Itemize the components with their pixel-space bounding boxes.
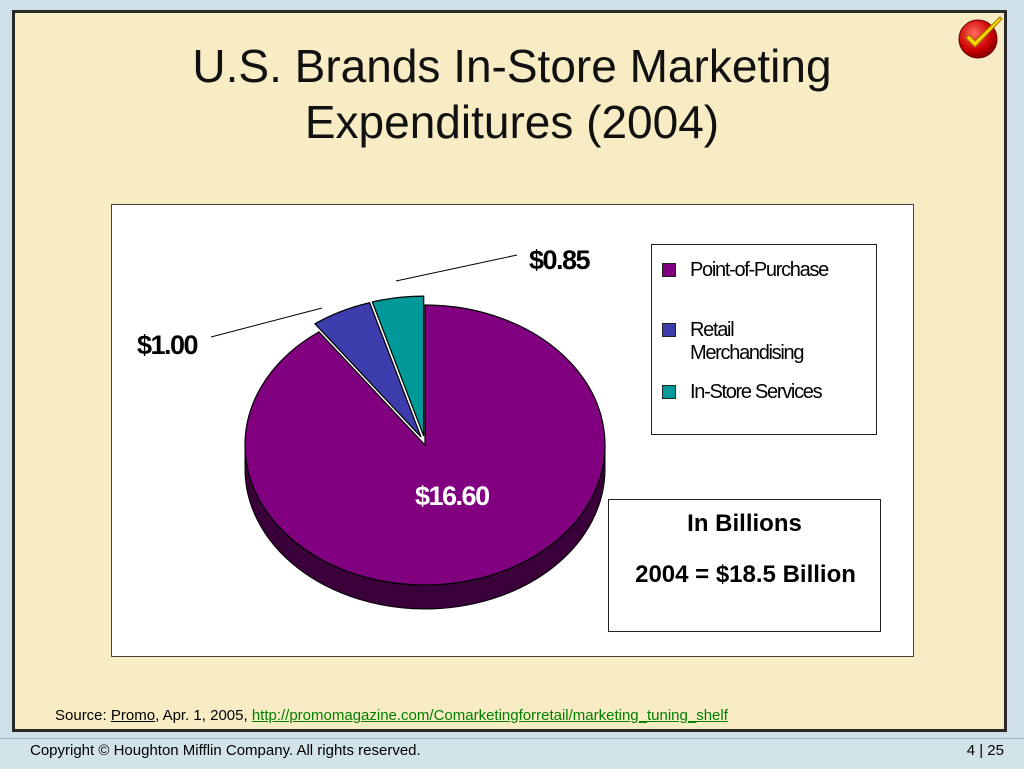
leader-line-in-store [395,254,518,282]
legend-label: In-Store Services [690,381,823,403]
pie-chart [210,254,606,610]
chart-legend: Point-of-Purchase Retail Merchandising I… [651,244,877,435]
page-number: 4 | 25 [966,742,1004,759]
legend-label: Point-of-Purchase [690,259,829,281]
legend-swatch-blue [662,323,676,337]
pie-slice-point-of-purchase [244,304,606,586]
data-label-point-of-purchase: $16.60 [415,481,490,511]
source-citation: Source: Promo, Apr. 1, 2005, http://prom… [55,707,728,724]
copyright-text: Copyright © Houghton Mifflin Company. Al… [30,742,421,759]
pie-slice-in-store-services [371,295,425,437]
data-label-in-store-services: $0.85 [529,245,591,275]
footer-bar: Copyright © Houghton Mifflin Company. Al… [0,738,1024,769]
legend-label-line2: Merchandising [690,342,804,364]
pie-slice-retail-merchandising [313,302,422,438]
units-note-box: In Billions 2004 = $18.5 Billion [608,499,881,632]
legend-label-line1: Retail [690,319,735,341]
slide-title: U.S. Brands In-Store Marketing Expenditu… [0,38,1024,150]
legend-label: Retail Merchandising [690,319,880,365]
legend-swatch-purple [662,263,676,277]
source-link[interactable]: http://promomagazine.com/Comarketingforr… [251,707,728,724]
source-prefix: Source: [55,707,111,724]
data-label-retail-merchandising: $1.00 [137,330,199,360]
source-date: , Apr. 1, 2005, [155,707,252,724]
title-line-1: U.S. Brands In-Store Marketing [192,40,832,92]
units-note-title: In Billions [687,510,802,537]
leader-line-retail [210,307,323,338]
legend-swatch-teal [662,385,676,399]
checkmark-icon [958,16,1003,59]
title-line-2: Expenditures (2004) [304,96,720,148]
units-note-total: 2004 = $18.5 Billion [635,561,856,588]
source-publication: Promo [110,707,156,724]
